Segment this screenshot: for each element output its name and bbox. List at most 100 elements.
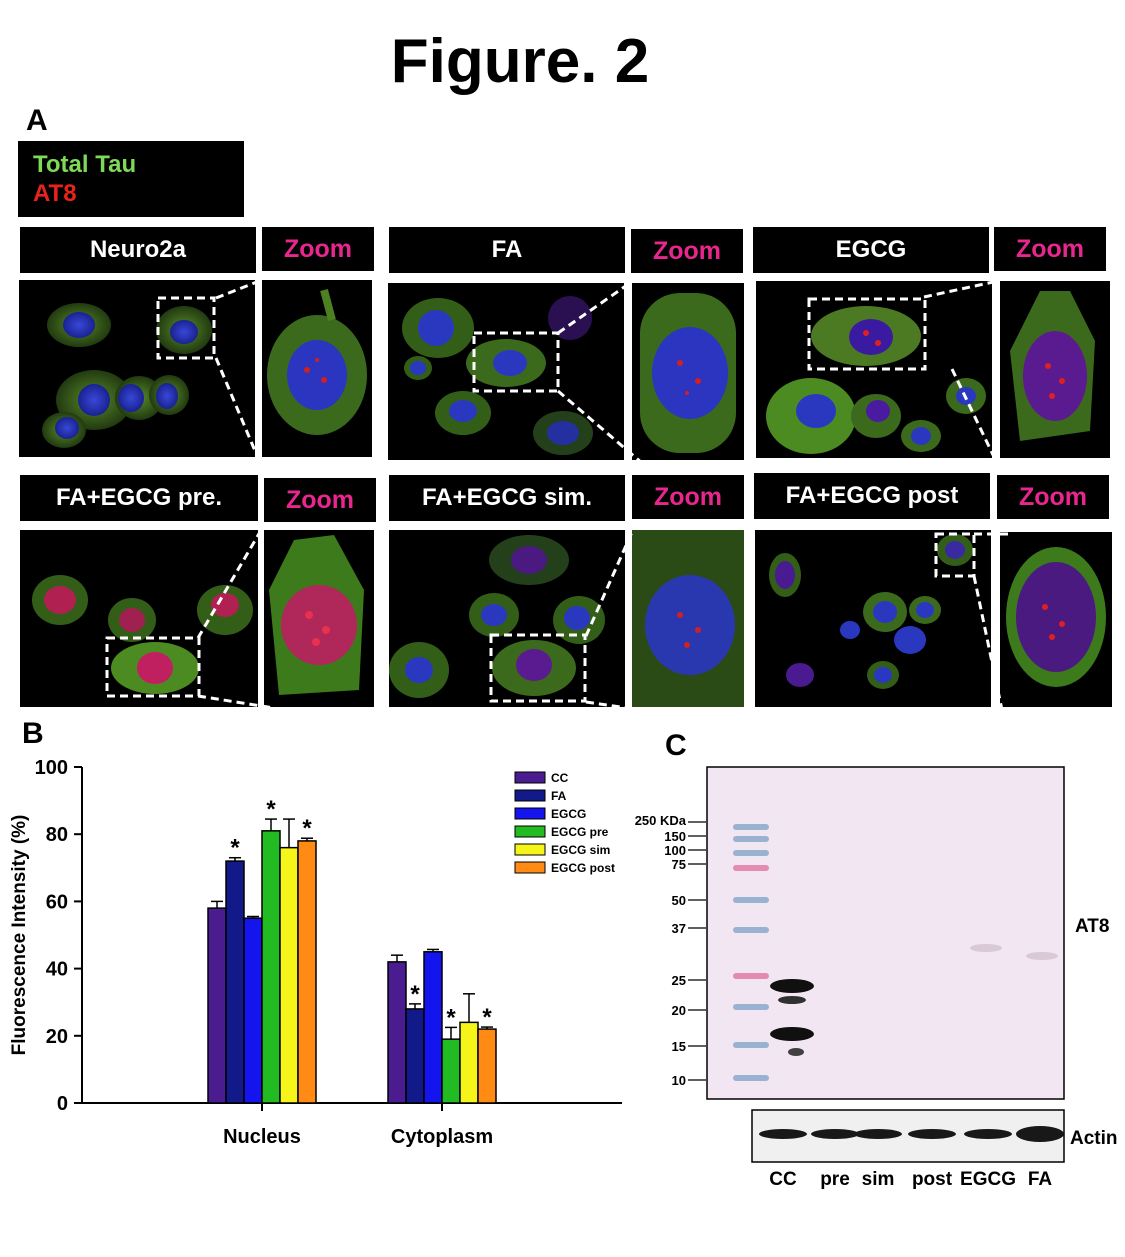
actin-band bbox=[811, 1129, 859, 1139]
ladder-band bbox=[733, 865, 769, 871]
panel-a-letter: A bbox=[26, 104, 48, 137]
figure-title: Figure. 2 bbox=[390, 27, 650, 96]
zoom-image-egcg bbox=[1000, 281, 1110, 458]
bar bbox=[243, 917, 263, 1104]
at8-label: AT8 bbox=[33, 180, 77, 207]
legend-swatch bbox=[514, 807, 546, 820]
actin-band bbox=[854, 1129, 902, 1139]
legend-label: EGCG sim bbox=[551, 843, 610, 857]
fluorescence-bar-chart: 0 20 40 60 80 100 Fluorescence Intensity (%) Nu… bbox=[9, 757, 622, 1148]
significance-marker: * bbox=[410, 981, 420, 1008]
sample-band bbox=[788, 1048, 804, 1056]
lane-label: post bbox=[912, 1169, 953, 1190]
lane-label: EGCG bbox=[960, 1169, 1016, 1190]
zoom-label: Zoom bbox=[264, 478, 376, 522]
legend-swatch bbox=[514, 861, 546, 874]
lane-label: CC bbox=[769, 1169, 797, 1190]
zoom-guide-lines bbox=[557, 281, 643, 465]
legend-swatch bbox=[514, 789, 546, 802]
legend-label: CC bbox=[551, 771, 569, 785]
ladder-band bbox=[733, 824, 769, 830]
lane-label: sim bbox=[862, 1169, 895, 1190]
ladder-band bbox=[733, 1004, 769, 1010]
legend-label: EGCG bbox=[551, 807, 586, 821]
condition-label-fa: FA bbox=[389, 227, 625, 273]
lane-label: FA bbox=[1028, 1169, 1053, 1190]
y-tick-label: 100 bbox=[35, 757, 68, 779]
zoom-label: Zoom bbox=[631, 229, 743, 273]
bar bbox=[405, 1008, 425, 1104]
panel-c-letter: C bbox=[665, 729, 687, 762]
total-tau-label: Total Tau bbox=[33, 151, 137, 178]
actin-band bbox=[1016, 1126, 1064, 1142]
significance-marker: * bbox=[482, 1004, 492, 1031]
y-axis-label: Fluorescence Intensity (%) bbox=[9, 815, 30, 1056]
marker-label: 50 bbox=[672, 893, 686, 908]
ladder-band bbox=[733, 1075, 769, 1081]
legend-label: FA bbox=[551, 789, 567, 803]
bar bbox=[207, 907, 227, 1104]
micrograph-fa-egcg-post bbox=[755, 530, 991, 707]
significance-marker: * bbox=[230, 835, 240, 862]
significance-marker: * bbox=[446, 1004, 456, 1031]
marker-label: 25 bbox=[672, 973, 686, 988]
panel-b-letter: B bbox=[22, 717, 44, 750]
zoom-guide-lines bbox=[923, 279, 999, 458]
micrograph-fa bbox=[388, 283, 624, 460]
bar bbox=[279, 846, 299, 1104]
significance-marker: * bbox=[302, 815, 312, 842]
actin-blot bbox=[751, 1109, 1065, 1163]
bar bbox=[423, 951, 443, 1104]
stain-legend: Total Tau AT8 bbox=[18, 141, 244, 217]
zoom-label: Zoom bbox=[262, 227, 374, 271]
bar bbox=[225, 860, 245, 1104]
zoom-guide-lines bbox=[584, 531, 643, 712]
y-tick-label: 60 bbox=[46, 891, 68, 913]
y-tick-label: 40 bbox=[46, 959, 68, 981]
bar bbox=[387, 961, 407, 1104]
zoom-label: Zoom bbox=[994, 227, 1106, 271]
significance-marker: * bbox=[266, 796, 276, 823]
marker-label: 250 KDa bbox=[635, 813, 687, 828]
actin-band bbox=[964, 1129, 1012, 1139]
sample-band bbox=[778, 996, 806, 1004]
y-tick-label: 0 bbox=[57, 1093, 68, 1115]
marker-label: 20 bbox=[672, 1003, 686, 1018]
marker-label: 37 bbox=[672, 921, 686, 936]
zoom-label: Zoom bbox=[632, 475, 744, 519]
bar bbox=[477, 1028, 497, 1104]
actin-band bbox=[759, 1129, 807, 1139]
zoom-guide-lines bbox=[196, 531, 275, 710]
condition-label-egcg: EGCG bbox=[753, 227, 989, 273]
ladder-band bbox=[733, 850, 769, 856]
condition-label-fa-egcg-sim: FA+EGCG sim. bbox=[389, 475, 625, 521]
x-tick-label: Cytoplasm bbox=[391, 1126, 493, 1148]
zoom-guide-lines bbox=[972, 532, 1010, 711]
faint-band bbox=[1026, 952, 1058, 960]
faint-band bbox=[970, 944, 1002, 952]
ladder-band bbox=[733, 973, 769, 979]
zoom-image-fa-egcg-pre bbox=[264, 530, 374, 707]
zoom-image-fa-egcg-sim bbox=[632, 530, 744, 707]
marker-label: 100 bbox=[664, 843, 686, 858]
y-tick-label: 20 bbox=[46, 1026, 68, 1048]
condition-label-neuro2a: Neuro2a bbox=[20, 227, 256, 273]
condition-label-fa-egcg-pre: FA+EGCG pre. bbox=[20, 475, 258, 521]
ladder-band bbox=[733, 1042, 769, 1048]
y-tick-label: 80 bbox=[46, 824, 68, 846]
sample-band bbox=[770, 1027, 814, 1041]
zoom-image-fa-egcg-post bbox=[1000, 532, 1112, 707]
marker-label: 10 bbox=[672, 1073, 686, 1088]
legend-swatch bbox=[514, 843, 546, 856]
zoom-guide-lines bbox=[214, 278, 263, 459]
bar bbox=[297, 840, 317, 1104]
ladder-band bbox=[733, 927, 769, 933]
bar bbox=[261, 830, 281, 1104]
legend-swatch bbox=[514, 825, 546, 838]
bar bbox=[441, 1038, 461, 1104]
marker-label: 150 bbox=[664, 829, 686, 844]
ladder-band bbox=[733, 897, 769, 903]
x-tick-label: Nucleus bbox=[223, 1126, 301, 1148]
legend-swatch bbox=[514, 771, 546, 784]
